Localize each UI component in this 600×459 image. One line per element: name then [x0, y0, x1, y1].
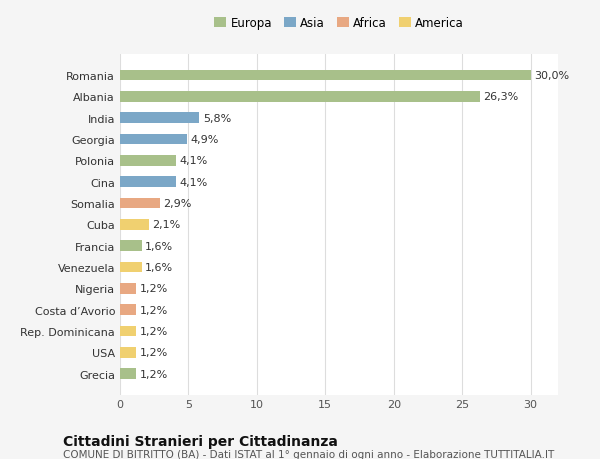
- Text: 4,1%: 4,1%: [179, 156, 208, 166]
- Text: 1,2%: 1,2%: [140, 326, 168, 336]
- Bar: [120, 92, 480, 102]
- Text: 1,2%: 1,2%: [140, 369, 168, 379]
- Bar: [120, 369, 136, 379]
- Text: 1,6%: 1,6%: [145, 263, 173, 273]
- Text: COMUNE DI BITRITTO (BA) - Dati ISTAT al 1° gennaio di ogni anno - Elaborazione T: COMUNE DI BITRITTO (BA) - Dati ISTAT al …: [63, 449, 554, 459]
- Bar: [120, 262, 142, 273]
- Text: Cittadini Stranieri per Cittadinanza: Cittadini Stranieri per Cittadinanza: [63, 434, 338, 448]
- Bar: [120, 241, 142, 252]
- Text: 1,2%: 1,2%: [140, 305, 168, 315]
- Bar: [120, 347, 136, 358]
- Bar: [120, 113, 199, 124]
- Text: 1,2%: 1,2%: [140, 348, 168, 358]
- Bar: [120, 134, 187, 145]
- Bar: [120, 219, 149, 230]
- Bar: [120, 326, 136, 337]
- Text: 26,3%: 26,3%: [484, 92, 518, 102]
- Bar: [120, 305, 136, 315]
- Legend: Europa, Asia, Africa, America: Europa, Asia, Africa, America: [214, 17, 464, 30]
- Text: 4,1%: 4,1%: [179, 177, 208, 187]
- Text: 1,6%: 1,6%: [145, 241, 173, 251]
- Text: 4,9%: 4,9%: [190, 135, 219, 145]
- Text: 5,8%: 5,8%: [203, 113, 231, 123]
- Bar: [120, 284, 136, 294]
- Text: 2,9%: 2,9%: [163, 199, 191, 208]
- Text: 1,2%: 1,2%: [140, 284, 168, 294]
- Text: 30,0%: 30,0%: [534, 71, 569, 81]
- Bar: [120, 177, 176, 188]
- Bar: [120, 198, 160, 209]
- Bar: [120, 156, 176, 166]
- Bar: [120, 71, 530, 81]
- Text: 2,1%: 2,1%: [152, 220, 181, 230]
